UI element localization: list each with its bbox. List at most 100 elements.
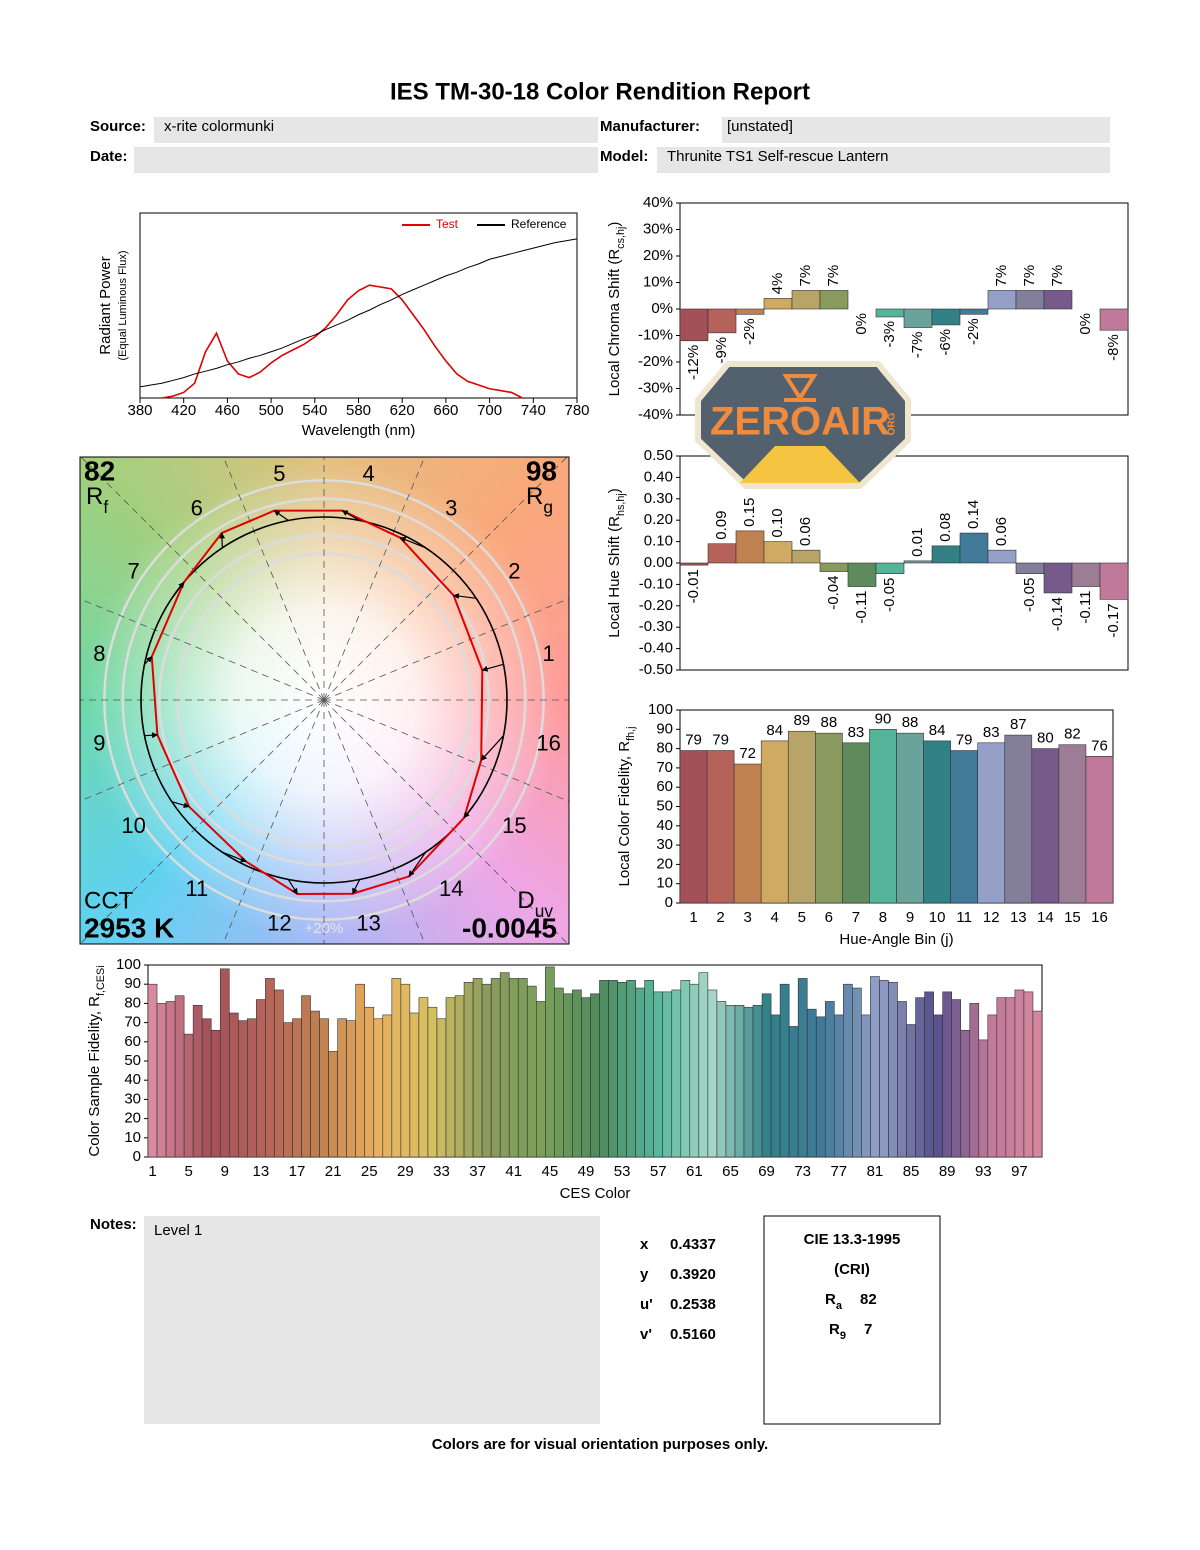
logo-sub: ORG [887, 412, 898, 435]
y-axis-sublabel: (Equal Luminous Flux) [117, 250, 129, 360]
shift-arrow [287, 879, 298, 895]
value-label: 0% [1077, 313, 1094, 335]
y-tick-label: -0.10 [639, 575, 673, 592]
bin-boundary [80, 598, 325, 701]
bar [436, 1018, 447, 1158]
y-tick-label: 90 [124, 975, 141, 992]
label-part: hs,hj [615, 493, 627, 516]
bar [707, 308, 737, 334]
bar [903, 308, 933, 328]
bar [1015, 562, 1045, 574]
notes-text: Level 1 [154, 1222, 202, 1239]
bin-label: 7 [127, 559, 139, 584]
x-tick-label: 12 [983, 909, 1000, 926]
bin-label: 5 [273, 461, 285, 486]
value-label: 7% [797, 265, 814, 287]
bin-boundary [80, 699, 325, 944]
value-label: 79 [712, 731, 729, 748]
bar [906, 1024, 916, 1158]
y-tick-label: 10% [643, 273, 673, 290]
shift-arrow [352, 879, 361, 895]
y-tick-label: 0% [651, 300, 673, 317]
bin-label: 13 [356, 910, 380, 935]
bin-boundary [80, 699, 325, 802]
x-tick-label: 420 [171, 402, 196, 419]
value-label: 87 [1010, 716, 1027, 733]
value-label: 0.09 [713, 511, 730, 540]
x-tick-label: 25 [361, 1163, 378, 1180]
shift-arrow [273, 510, 289, 522]
duv-value: -0.0045 [462, 912, 557, 943]
x-tick-label: 5 [798, 909, 806, 926]
field-value: [unstated] [727, 118, 793, 135]
footer: Colors are for visual orientation purpos… [432, 1436, 768, 1453]
bar [951, 999, 962, 1158]
bar [481, 983, 492, 1158]
cri-box [763, 1215, 941, 1425]
label-part: cs,hj [615, 227, 627, 249]
value-label: 7% [1049, 265, 1066, 287]
bar [1004, 734, 1033, 904]
chromaticity: x 0.4337 y 0.3920 u' 0.2538 v' 0.5160 [640, 1236, 716, 1343]
value-label: -0.14 [1049, 597, 1066, 631]
bar [679, 562, 709, 566]
bar [626, 980, 636, 1158]
x-tick-label: 500 [259, 402, 284, 419]
shift-arrow [341, 510, 360, 522]
shift-arrow [219, 532, 225, 548]
bar [247, 1018, 257, 1158]
coord-value: 0.4337 [670, 1236, 716, 1253]
legend-label: Test [436, 217, 459, 231]
bin-label: 1 [542, 641, 554, 666]
y-axis-label: Radiant Power [97, 256, 114, 354]
cri-title: CIE 13.3-1995 [804, 1231, 901, 1248]
label-part: ) [606, 222, 623, 227]
bar [896, 732, 924, 904]
x-tick-label: 8 [879, 909, 887, 926]
label-part: uv [535, 901, 554, 921]
bin-label: 15 [502, 813, 526, 838]
y-axis-label: Local Hue Shift (Rhs,hj) [606, 488, 627, 638]
bar [875, 562, 905, 574]
value-label: -0.05 [881, 578, 898, 612]
bin-label: 14 [439, 876, 463, 901]
logo-road [740, 446, 860, 483]
bar [617, 981, 627, 1158]
x-tick-label: 9 [221, 1163, 229, 1180]
bar [671, 989, 682, 1158]
bar [292, 1018, 302, 1158]
bar [978, 1039, 989, 1158]
bar [679, 308, 709, 342]
bar [590, 993, 600, 1158]
logo-text: ZEROAIR [710, 400, 890, 444]
legend-label: Reference [511, 217, 567, 231]
value-label: 0% [853, 313, 870, 335]
value-label: 0.10 [769, 508, 786, 537]
label-part: ) [606, 488, 623, 493]
x-tick-label: 620 [390, 402, 415, 419]
x-tick-label: 740 [521, 402, 546, 419]
y-tick-label: 100 [116, 956, 141, 973]
x-tick-label: 7 [852, 909, 860, 926]
coord-label: v' [640, 1326, 652, 1343]
value-label: 0.14 [965, 500, 982, 529]
bar [328, 1051, 338, 1158]
y-tick-label: 10 [656, 875, 673, 892]
bar [635, 987, 645, 1158]
bar [174, 995, 185, 1158]
x-tick-label: 540 [302, 402, 327, 419]
ra-label: Ra [825, 1291, 843, 1312]
coord-label: y [640, 1266, 649, 1283]
bar [256, 999, 266, 1158]
bar [797, 978, 808, 1158]
bar [834, 1014, 844, 1158]
bin-label: 3 [445, 495, 457, 520]
y-tick-label: -30% [638, 379, 673, 396]
shift-arrow [481, 663, 504, 672]
x-tick-label: 5 [184, 1163, 192, 1180]
label-part: Color Sample Fidelity, R [86, 996, 103, 1157]
bar [391, 978, 402, 1158]
bar [679, 750, 708, 904]
bin-boundary [323, 457, 426, 701]
